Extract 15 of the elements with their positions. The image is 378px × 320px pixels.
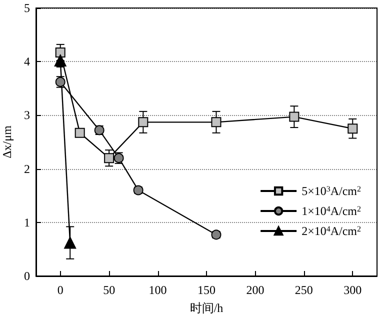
x-tick-label: 150 xyxy=(198,283,216,297)
x-axis-title: 时间/h xyxy=(190,301,224,315)
x-tick-label: 200 xyxy=(246,283,264,297)
y-tick-label: 0 xyxy=(24,269,30,283)
x-tick-label: 50 xyxy=(103,283,116,297)
y-tick-label: 4 xyxy=(24,54,30,69)
y-tick-label: 3 xyxy=(24,108,30,122)
y-axis-title: Δx/μm xyxy=(0,124,14,158)
y-tick-label: 5 xyxy=(24,1,30,15)
y-tick-label: 1 xyxy=(24,215,30,230)
x-tick-label: 100 xyxy=(148,283,167,297)
x-tick-label: 250 xyxy=(294,283,313,297)
y-tick-label: 2 xyxy=(24,162,30,176)
x-tick-label: 0 xyxy=(57,283,64,297)
x-tick-label: 300 xyxy=(344,283,362,297)
